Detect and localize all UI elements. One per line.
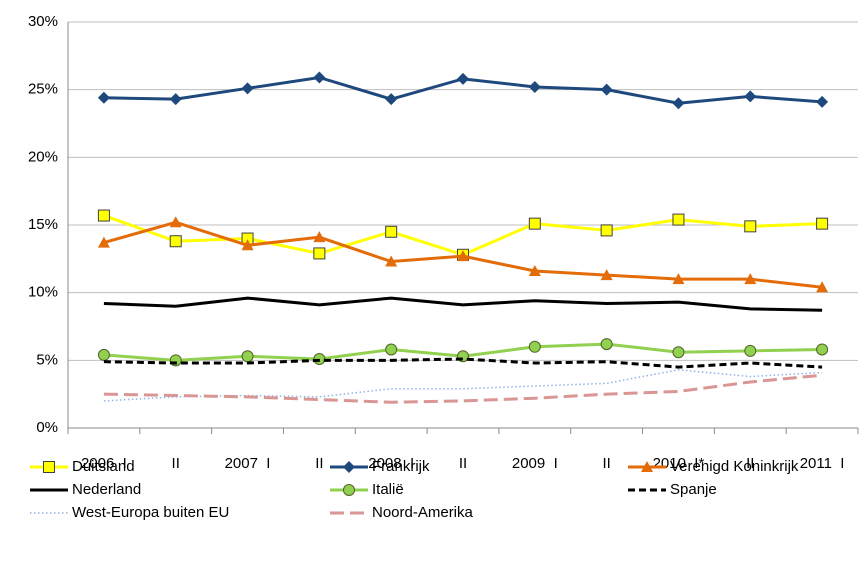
x-tick-label: 2008 I	[368, 455, 414, 472]
data-point	[97, 209, 110, 222]
data-point	[816, 281, 829, 293]
data-point	[313, 71, 326, 84]
data-point	[169, 216, 182, 228]
series-line	[103, 296, 823, 312]
legend-label: Nederland	[72, 481, 141, 498]
x-tick-label: 2006 I	[81, 455, 127, 472]
data-point	[385, 93, 398, 106]
data-point	[457, 250, 469, 262]
y-tick-label: 25%	[28, 81, 58, 98]
x-tick-label: 2009 I	[512, 455, 558, 472]
data-point	[241, 239, 254, 251]
data-point	[744, 273, 757, 285]
data-point	[528, 265, 541, 277]
legend-marker	[43, 461, 55, 473]
data-point	[313, 247, 326, 260]
x-tick-label: 2007 I	[225, 455, 271, 472]
y-tick-label: 5%	[36, 351, 58, 368]
data-point	[457, 72, 469, 85]
y-tick-label: 15%	[28, 216, 58, 233]
legend-marker	[343, 484, 355, 496]
x-tick-label: II	[602, 455, 610, 472]
data-point	[385, 255, 398, 267]
data-point	[169, 235, 182, 248]
data-point	[385, 225, 398, 238]
series-line	[103, 369, 823, 402]
legend-label: Frankrijk	[372, 458, 430, 475]
series-line	[103, 357, 823, 369]
data-point	[313, 231, 326, 243]
data-point	[600, 83, 613, 96]
data-point	[672, 273, 685, 285]
data-point	[528, 80, 541, 93]
legend-label: West-Europa buiten EU	[72, 504, 229, 521]
x-tick-label: 2011 I	[800, 455, 845, 472]
legend-marker	[343, 461, 355, 473]
legend-label: Spanje	[670, 481, 717, 498]
data-point	[97, 236, 110, 248]
data-point	[816, 343, 829, 356]
data-point	[744, 220, 757, 233]
data-point	[744, 90, 757, 103]
data-point	[816, 217, 829, 230]
legend-label: Duitsland	[72, 458, 135, 475]
y-tick-label: 30%	[28, 13, 58, 30]
data-point	[816, 95, 829, 108]
data-point	[241, 82, 254, 95]
x-tick-label: II	[746, 455, 754, 472]
y-tick-label: 10%	[28, 284, 58, 301]
data-point	[600, 269, 613, 281]
series-line	[103, 373, 823, 404]
x-tick-label: II	[172, 455, 180, 472]
data-point	[528, 217, 541, 230]
y-tick-label: 0%	[36, 419, 58, 436]
data-point	[672, 213, 685, 226]
x-tick-label: II	[459, 455, 467, 472]
data-point	[600, 338, 613, 351]
data-point	[600, 224, 613, 237]
data-point	[97, 348, 110, 361]
data-point	[97, 91, 110, 104]
data-point	[385, 343, 398, 356]
legend-label: Italië	[372, 481, 404, 498]
data-point	[672, 97, 685, 110]
data-point	[169, 93, 182, 106]
data-point	[241, 350, 254, 363]
legend-marker	[641, 461, 653, 472]
legend-label: Noord-Amerika	[372, 504, 474, 521]
data-point	[672, 346, 685, 359]
y-tick-label: 20%	[28, 148, 58, 165]
data-point	[528, 340, 541, 353]
legend-label: Verenigd Koninkrijk	[670, 458, 799, 475]
x-tick-label: II	[315, 455, 323, 472]
data-point	[744, 344, 757, 357]
